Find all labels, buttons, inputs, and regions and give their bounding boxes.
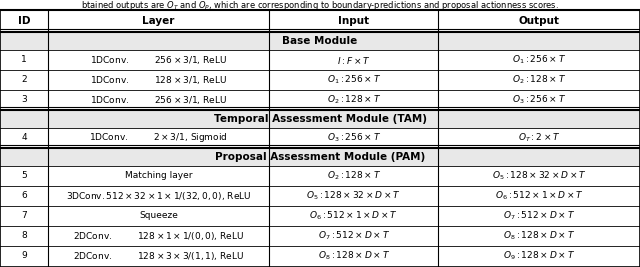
Text: 2: 2 (21, 76, 27, 84)
Text: $O_5 : 128 \times 32 \times D \times T$: $O_5 : 128 \times 32 \times D \times T$ (307, 190, 401, 202)
Text: $O_1 : 256 \times T$: $O_1 : 256 \times T$ (512, 54, 566, 66)
Text: 7: 7 (21, 211, 27, 221)
Text: Input: Input (338, 16, 369, 26)
Text: Base Module: Base Module (282, 36, 358, 46)
Text: $O_8 : 128 \times D \times T$: $O_8 : 128 \times D \times T$ (503, 230, 575, 242)
Text: $O_6 : 512 \times 1 \times D \times T$: $O_6 : 512 \times 1 \times D \times T$ (309, 210, 398, 222)
Text: 4: 4 (21, 134, 27, 143)
Text: 3: 3 (21, 96, 27, 104)
Text: $O_9 : 128 \times D \times T$: $O_9 : 128 \times D \times T$ (503, 250, 575, 262)
Text: $O_3 : 256 \times T$: $O_3 : 256 \times T$ (326, 132, 381, 144)
Bar (0, 148, 640, 166)
Text: $I : F \times T$: $I : F \times T$ (337, 54, 371, 65)
Text: $O_2 : 128 \times T$: $O_2 : 128 \times T$ (326, 94, 381, 106)
Text: $O_2 : 128 \times T$: $O_2 : 128 \times T$ (512, 74, 566, 86)
Text: 1DConv.         $256 \times 3/1$, ReLU: 1DConv. $256 \times 3/1$, ReLU (90, 54, 227, 66)
Text: $O_2 : 128 \times T$: $O_2 : 128 \times T$ (326, 170, 381, 182)
Text: $O_T : 2 \times T$: $O_T : 2 \times T$ (518, 132, 561, 144)
Text: 6: 6 (21, 191, 27, 201)
Text: ID: ID (18, 16, 30, 26)
Text: 1DConv.         $2 \times 3/1$, Sigmoid: 1DConv. $2 \times 3/1$, Sigmoid (89, 132, 228, 144)
Text: Output: Output (518, 16, 560, 26)
Text: Layer: Layer (142, 16, 175, 26)
Text: $O_5 : 128 \times 32 \times D \times T$: $O_5 : 128 \times 32 \times D \times T$ (492, 170, 586, 182)
Text: 2DConv.         $128 \times 3 \times 3/(1,1)$, ReLU: 2DConv. $128 \times 3 \times 3/(1,1)$, R… (73, 250, 244, 262)
Text: Proposal Assessment Module (PAM): Proposal Assessment Module (PAM) (215, 152, 425, 162)
Text: btained outputs are $O_T$ and $O_P$, which are corresponding to boundary-predict: btained outputs are $O_T$ and $O_P$, whi… (81, 0, 559, 11)
Text: 8: 8 (21, 231, 27, 241)
Text: 9: 9 (21, 252, 27, 261)
Text: 2DConv.         $128 \times 1 \times 1/(0,0)$, ReLU: 2DConv. $128 \times 1 \times 1/(0,0)$, R… (73, 230, 244, 242)
Text: $O_8 : 128 \times D \times T$: $O_8 : 128 \times D \times T$ (317, 250, 390, 262)
Text: 1DConv.         $128 \times 3/1$, ReLU: 1DConv. $128 \times 3/1$, ReLU (90, 74, 227, 86)
Text: Squeeze: Squeeze (139, 211, 178, 221)
Text: Temporal Assessment Module (TAM): Temporal Assessment Module (TAM) (214, 114, 426, 124)
Text: 1DConv.         $256 \times 3/1$, ReLU: 1DConv. $256 \times 3/1$, ReLU (90, 94, 227, 106)
Bar (0, 110, 640, 128)
Text: $O_3 : 256 \times T$: $O_3 : 256 \times T$ (512, 94, 566, 106)
Text: 5: 5 (21, 171, 27, 180)
Text: $O_7 : 512 \times D \times T$: $O_7 : 512 \times D \times T$ (317, 230, 390, 242)
Bar (0, 32, 640, 50)
Text: Matching layer: Matching layer (125, 171, 192, 180)
Text: $O_7 : 512 \times D \times T$: $O_7 : 512 \times D \times T$ (503, 210, 575, 222)
Text: $O_1 : 256 \times T$: $O_1 : 256 \times T$ (326, 74, 381, 86)
Text: $\mathrm{3DConv.}512 \times 32 \times 1 \times 1/(32,0,0)$, ReLU: $\mathrm{3DConv.}512 \times 32 \times 1 … (66, 190, 251, 202)
Text: $O_6 : 512 \times 1 \times D \times T$: $O_6 : 512 \times 1 \times D \times T$ (495, 190, 584, 202)
Text: 1: 1 (21, 56, 27, 65)
